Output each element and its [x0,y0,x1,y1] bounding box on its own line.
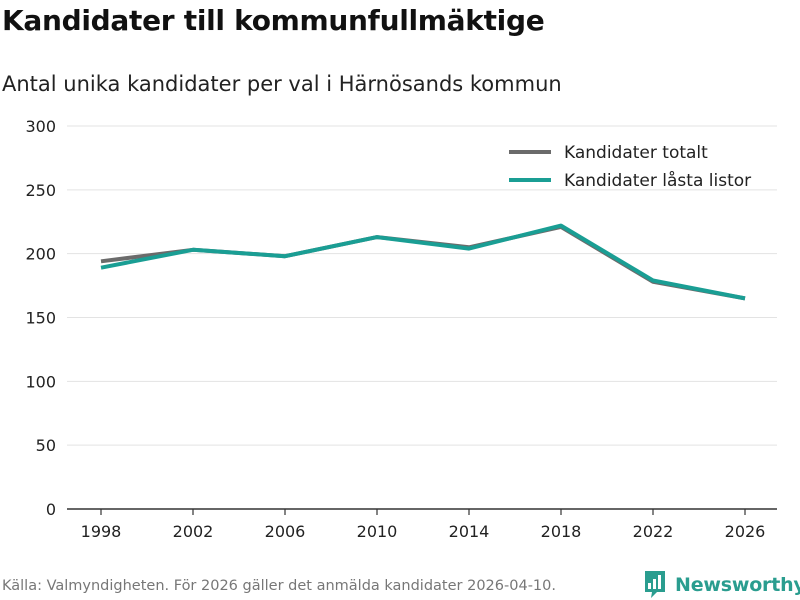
chart-title: Kandidater till kommunfullmäktige [2,4,545,37]
series-line-1 [100,224,746,301]
y-tick-label: 200 [25,245,56,264]
series-line-2 [100,223,746,301]
logo-bar-1 [648,583,651,589]
y-tick-label: 100 [25,372,56,391]
y-axis: 0 50 100 150 200 250 300 [25,117,56,519]
series-lines [100,223,746,301]
brand-logo[interactable]: Newsworthy [643,570,800,600]
x-tick-label: 2026 [725,522,766,541]
y-tick-label: 250 [25,181,56,200]
logo-bar-2 [653,579,656,589]
x-tick-label: 2006 [265,522,306,541]
x-tick-label: 1998 [81,522,122,541]
chart-subtitle: Antal unika kandidater per val i Härnösa… [2,72,562,96]
x-tick-label: 2022 [633,522,674,541]
source-note: Källa: Valmyndigheten. För 2026 gäller d… [2,578,556,594]
legend-label: Kandidater totalt [564,143,708,163]
x-tick-label: 2018 [541,522,582,541]
y-tick-label: 0 [46,500,56,519]
legend: Kandidater totalt Kandidater låsta listor [509,143,751,191]
legend-label: Kandidater låsta listor [564,170,751,191]
brand-name: Newsworthy [675,574,800,596]
newsworthy-logo-icon [645,571,665,598]
x-tick-label: 2002 [173,522,214,541]
x-axis: 1998 2002 2006 2010 2014 2018 2022 2026 [67,508,777,541]
gridlines [67,125,777,446]
y-tick-label: 300 [25,117,56,136]
y-tick-label: 150 [25,309,56,328]
x-tick-label: 2014 [449,522,490,541]
logo-bar-3 [658,575,661,589]
x-tick-label: 2010 [357,522,398,541]
y-tick-label: 50 [36,436,56,455]
